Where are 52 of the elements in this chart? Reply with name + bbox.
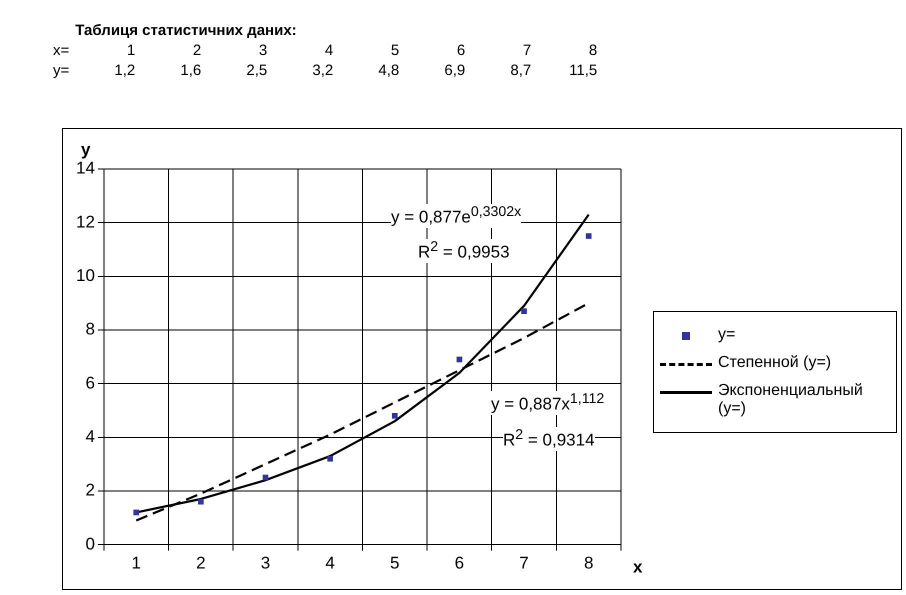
text: x= (52, 40, 70, 60)
x-tick-label: 5 (390, 553, 400, 572)
category-label: 4 (324, 42, 334, 58)
y-tick-label: 0 (85, 534, 95, 554)
category-label: 5 (390, 42, 400, 58)
y-tick-label: 8 (85, 320, 95, 339)
category-label: 3 (258, 42, 268, 58)
point (456, 356, 462, 362)
y-tick-label: 10 (76, 266, 95, 285)
text: y= (53, 62, 70, 78)
x-tick-label: 1 (131, 553, 141, 572)
x-tick-label: 7 (519, 553, 529, 572)
y-tick-label: 12 (76, 212, 95, 232)
annotation: y = 0,877e$^{0,3302x}$ (391, 204, 522, 228)
data-label: 11,5 (568, 60, 598, 80)
data-label: 3,2 (311, 60, 334, 80)
category-label: 6 (456, 42, 466, 58)
category-label: 7 (522, 42, 532, 58)
annotation: y = 0,887x$^{1,112}$ (491, 391, 604, 415)
annotation: R$^{2}$ = 0,9314 (503, 427, 595, 451)
data-label: 1,6 (179, 60, 202, 80)
data-label: 1,2 (113, 60, 136, 80)
legend-label: y= (718, 326, 736, 344)
data-label: 2,5 (245, 60, 268, 80)
y-tick-label: 6 (85, 373, 95, 392)
x-tick-label: 4 (325, 553, 335, 572)
y-tick-label: 14 (76, 158, 95, 178)
data-label: 8,7 (509, 60, 532, 80)
chart-title: Таблиця статистичних даних: (75, 22, 297, 38)
y-tick-label: 4 (85, 426, 95, 446)
category-label: 2 (192, 42, 202, 58)
x-tick-label: 3 (260, 553, 270, 572)
legend-label: Экспоненциальный (y=) (718, 382, 864, 418)
data-label: 4,8 (377, 60, 400, 80)
point (586, 233, 592, 239)
category-label: 1 (126, 42, 136, 58)
point (521, 308, 527, 314)
annotation: R$^{2}$ = 0,9953 (418, 239, 510, 263)
point (198, 498, 204, 505)
category-label: 8 (588, 42, 598, 58)
x-tick-label: 8 (584, 553, 594, 572)
x-axis-title: x (633, 558, 643, 577)
point (392, 412, 398, 419)
y-axis-title: y (81, 140, 91, 159)
x-tick-label: 6 (454, 553, 464, 572)
y-tick-label: 2 (85, 480, 95, 500)
x-tick-label: 2 (196, 553, 206, 572)
point (133, 510, 140, 516)
data-label: 6,9 (443, 60, 466, 80)
point (262, 474, 268, 480)
legend-label: Степенной (y=) (718, 354, 832, 372)
point (327, 456, 333, 462)
